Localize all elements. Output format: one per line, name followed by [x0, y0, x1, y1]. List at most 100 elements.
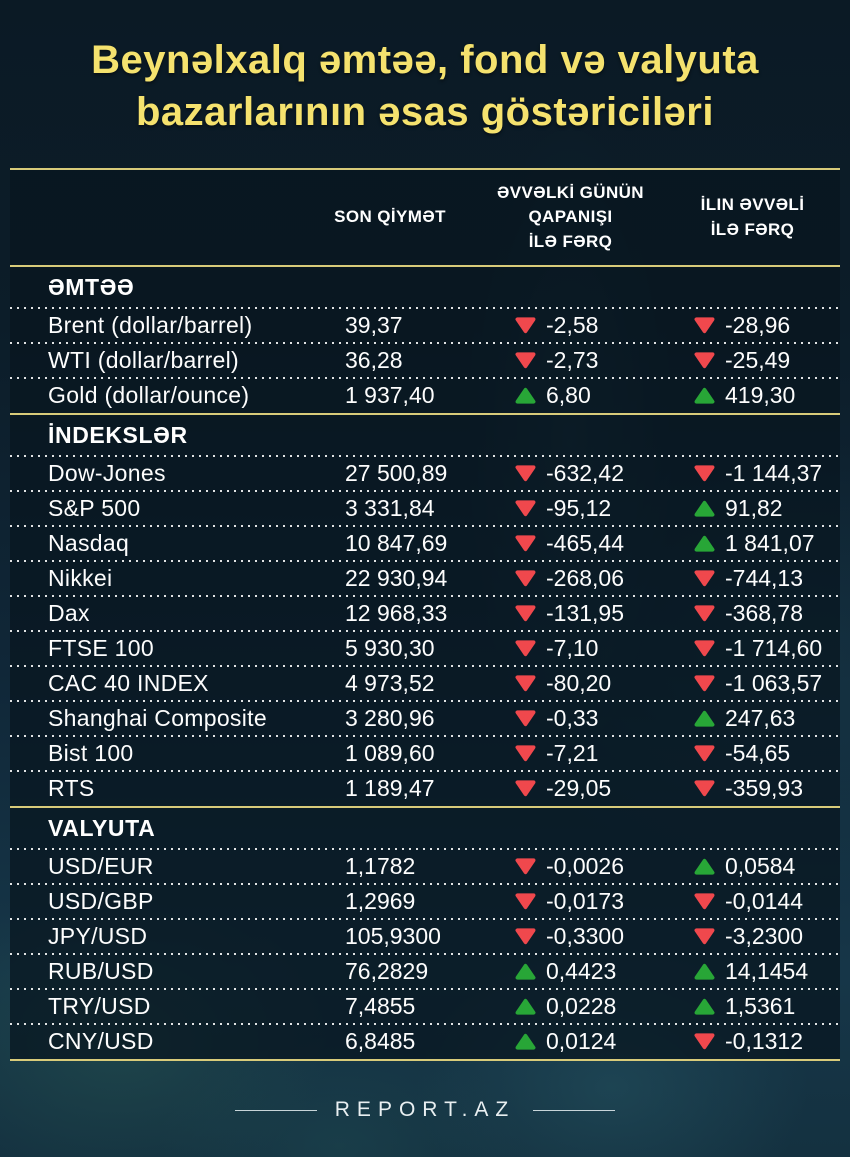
row-ytd-diff: 1 841,07: [694, 526, 815, 561]
up-triangle-icon: [694, 710, 715, 727]
down-triangle-icon: [694, 317, 715, 334]
down-triangle-icon: [515, 317, 536, 334]
row-last-price: 22 930,94: [345, 565, 448, 591]
table-row: Gold (dollar/ounce) 1 937,40 6,80 419,30: [10, 378, 840, 413]
ytd-diff-value: -25,49: [725, 347, 791, 373]
row-last-price: 3 280,96: [345, 705, 435, 731]
row-label: USD/GBP: [48, 888, 154, 914]
row-label: S&P 500: [48, 495, 141, 521]
prev-close-diff-value: -131,95: [546, 600, 625, 626]
ytd-diff-value: -1 144,37: [725, 460, 823, 486]
table-row: CAC 40 INDEX 4 973,52 -80,20 -1 063,57: [10, 666, 840, 702]
row-prev-close-diff: -632,42: [515, 456, 624, 491]
ytd-diff-value: -54,65: [725, 740, 791, 766]
down-triangle-icon: [515, 780, 536, 797]
row-ytd-diff: -359,93: [694, 771, 803, 806]
down-triangle-icon: [694, 780, 715, 797]
divider-bottom: [10, 1059, 840, 1061]
table-row: WTI (dollar/barrel) 36,28 -2,73 -25,49: [10, 343, 840, 379]
row-ytd-diff: -25,49: [694, 343, 790, 378]
up-triangle-icon: [694, 500, 715, 517]
prev-close-diff-value: -0,0173: [546, 888, 625, 914]
row-last-price: 6,8485: [345, 1028, 416, 1054]
row-prev-close-diff: -7,21: [515, 736, 598, 771]
ytd-diff-value: -1 714,60: [725, 635, 823, 661]
row-label: WTI (dollar/barrel): [48, 347, 240, 373]
row-last-price: 5 930,30: [345, 635, 435, 661]
down-triangle-icon: [694, 893, 715, 910]
table-row: Nasdaq 10 847,69 -465,44 1 841,07: [10, 526, 840, 562]
ytd-diff-value: -744,13: [725, 565, 804, 591]
prev-close-diff-value: -2,73: [546, 347, 599, 373]
section-rows: USD/EUR 1,1782 -0,0026 0,0584 USD/GBP 1,…: [10, 849, 840, 1059]
prev-close-diff-value: -0,0026: [546, 853, 625, 879]
row-label: JPY/USD: [48, 923, 148, 949]
row-label: FTSE 100: [48, 635, 154, 661]
up-triangle-icon: [515, 387, 536, 404]
table-row: Brent (dollar/barrel) 39,37 -2,58 -28,96: [10, 308, 840, 344]
footer-rule-left: [234, 1109, 317, 1111]
up-triangle-icon: [694, 535, 715, 552]
brand-logo: REPORT.AZ: [334, 1098, 516, 1121]
down-triangle-icon: [694, 640, 715, 657]
row-label: Bist 100: [48, 740, 134, 766]
section-rows: Brent (dollar/barrel) 39,37 -2,58 -28,96…: [10, 308, 840, 413]
ytd-diff-value: -359,93: [725, 775, 804, 801]
ytd-diff-value: -3,2300: [725, 923, 804, 949]
title-line-1: Beynəlxalq əmtəə, fond və valyuta: [91, 38, 759, 82]
up-triangle-icon: [694, 858, 715, 875]
section-rows: Dow-Jones 27 500,89 -632,42 -1 144,37 S&…: [10, 456, 840, 806]
up-triangle-icon: [694, 998, 715, 1015]
row-prev-close-diff: -7,10: [515, 631, 598, 666]
row-prev-close-diff: 0,0124: [515, 1024, 616, 1059]
ytd-diff-value: 1 841,07: [725, 530, 815, 556]
divider-section: [10, 806, 840, 808]
down-triangle-icon: [694, 605, 715, 622]
prev-close-diff-value: 0,0124: [546, 1028, 617, 1054]
row-ytd-diff: 247,63: [694, 701, 795, 736]
prev-close-diff-value: -0,33: [546, 705, 599, 731]
table-row: TRY/USD 7,4855 0,0228 1,5361: [10, 989, 840, 1025]
down-triangle-icon: [694, 1033, 715, 1050]
row-prev-close-diff: -131,95: [515, 596, 624, 631]
row-prev-close-diff: -0,0026: [515, 849, 624, 884]
row-last-price: 76,2829: [345, 958, 429, 984]
row-prev-close-diff: -95,12: [515, 491, 611, 526]
prev-close-diff-value: -7,21: [546, 740, 599, 766]
column-header-prev-close-diff: ƏVVƏLKİ GÜNÜN QAPANIŞI İLƏ FƏRQ: [496, 182, 644, 251]
table-header: SON QİYMƏT ƏVVƏLKİ GÜNÜN QAPANIŞI İLƏ FƏ…: [10, 170, 840, 265]
down-triangle-icon: [515, 605, 536, 622]
section-header: VALYUTA: [10, 808, 840, 850]
ytd-diff-value: 247,63: [725, 705, 796, 731]
up-triangle-icon: [694, 963, 715, 980]
row-last-price: 36,28: [345, 347, 403, 373]
row-last-price: 7,4855: [345, 993, 416, 1019]
row-last-price: 1 089,60: [345, 740, 435, 766]
row-label: Shanghai Composite: [48, 705, 267, 731]
title-line-2: bazarlarının əsas göstəriciləri: [136, 90, 714, 134]
row-prev-close-diff: 0,0228: [515, 989, 616, 1024]
row-prev-close-diff: -268,06: [515, 561, 624, 596]
down-triangle-icon: [694, 745, 715, 762]
down-triangle-icon: [694, 928, 715, 945]
down-triangle-icon: [515, 710, 536, 727]
row-last-price: 27 500,89: [345, 460, 448, 486]
row-ytd-diff: -1 144,37: [694, 456, 822, 491]
down-triangle-icon: [515, 465, 536, 482]
prev-close-diff-value: -95,12: [546, 495, 612, 521]
down-triangle-icon: [694, 465, 715, 482]
down-triangle-icon: [515, 893, 536, 910]
table-row: CNY/USD 6,8485 0,0124 -0,1312: [10, 1024, 840, 1059]
table-row: USD/EUR 1,1782 -0,0026 0,0584: [10, 849, 840, 885]
prev-close-diff-value: -29,05: [546, 775, 612, 801]
table-row: JPY/USD 105,9300 -0,3300 -3,2300: [10, 919, 840, 955]
down-triangle-icon: [694, 675, 715, 692]
section-header: ƏMTƏƏ: [10, 267, 840, 309]
ytd-diff-value: -1 063,57: [725, 670, 823, 696]
row-ytd-diff: -28,96: [694, 308, 790, 343]
table-row: RTS 1 189,47 -29,05 -359,93: [10, 771, 840, 806]
row-prev-close-diff: -2,58: [515, 308, 598, 343]
divider-top: [10, 168, 840, 170]
divider-header-bottom: [10, 265, 840, 267]
row-label: Nasdaq: [48, 530, 130, 556]
